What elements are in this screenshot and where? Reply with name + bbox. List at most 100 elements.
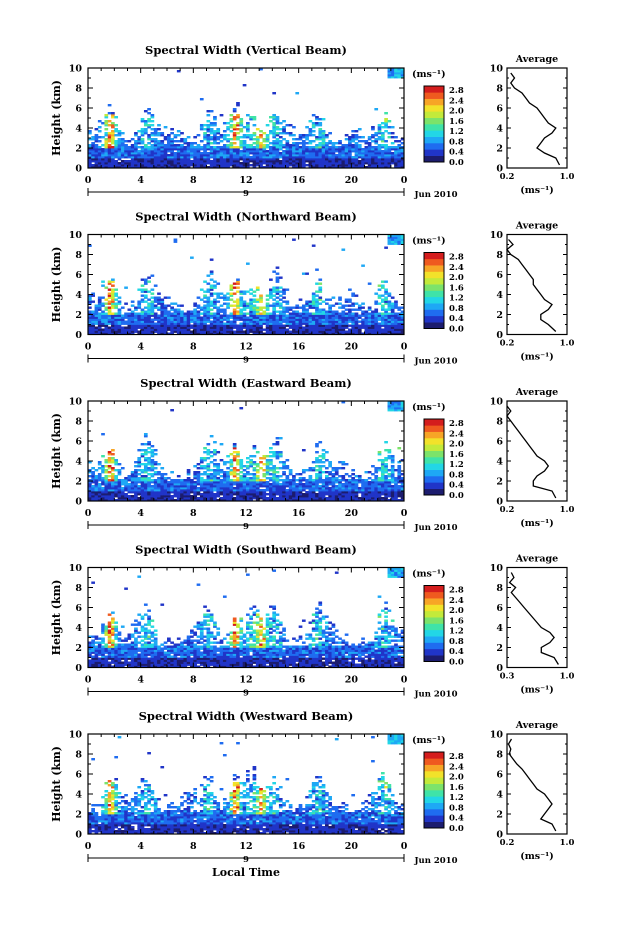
x-tick-label: 12: [239, 841, 252, 852]
profile-title: Average: [515, 221, 558, 232]
y-tick-label: 0: [75, 830, 82, 841]
profile-y-tick-label: 8: [496, 84, 503, 95]
colorbar-tick-label: 2.0: [449, 606, 464, 616]
heatmap-cells: [88, 567, 405, 668]
profile-x-tick-label: 0.2: [500, 838, 515, 848]
colorbar: (ms⁻¹)2.82.42.01.61.20.80.40.0: [412, 236, 464, 335]
heatmap-axes: 0 2 4 6 8 10 0 4 8 12 16 20 0: [69, 730, 408, 853]
colorbar-swatch: [424, 315, 444, 323]
colorbar-swatch: [424, 482, 444, 489]
heatmap-title: Spectral Width (Eastward Beam): [140, 376, 352, 390]
profile-x-axis-label: (ms⁻¹): [520, 185, 554, 196]
y-tick-label: 8: [75, 250, 82, 261]
x-tick-label: 0: [401, 342, 408, 353]
colorbar-frame: [423, 85, 445, 163]
x-tick-label: 0: [85, 508, 92, 519]
colorbar-swatch: [424, 155, 444, 163]
y-tick-label: 10: [69, 230, 83, 241]
panel-3: Spectral Width (Eastward Beam) 0 2 4 6 8 10 0 4 8…: [50, 376, 574, 533]
colorbar-tick-label: 2.8: [449, 752, 464, 762]
colorbar-unit: (ms⁻¹): [412, 69, 446, 80]
heatmap-title: Spectral Width (Vertical Beam): [145, 43, 347, 57]
colorbar-tick-label: 2.8: [449, 586, 464, 596]
profile-y-tick-label: 4: [496, 290, 503, 301]
profile-y-tick-label: 2: [496, 477, 503, 488]
profile-panel: Average 0 2 4 6 8 10 0.3 1.0 (ms⁻¹): [490, 554, 575, 696]
profile-y-tick-label: 8: [496, 417, 503, 428]
colorbar-tick-label: 2.0: [449, 273, 464, 283]
profile-y-tick-label: 4: [496, 457, 503, 468]
colorbar-tick-label: 0.0: [449, 158, 464, 168]
profile-y-tick-label: 4: [496, 623, 503, 634]
x-tick-label: 8: [190, 508, 197, 519]
colorbar-swatch: [424, 111, 444, 118]
colorbar-tick-label: 0.0: [449, 491, 464, 501]
y-tick-label: 8: [75, 84, 82, 95]
colorbar-swatch: [424, 636, 444, 643]
x-tick-label: 0: [401, 841, 408, 852]
x-tick-label: 20: [345, 675, 359, 686]
y-axis-label: Height (km): [50, 580, 63, 656]
x-tick-label: 8: [190, 342, 197, 353]
x-tick-label: 12: [239, 342, 252, 353]
profile-y-tick-label: 8: [496, 750, 503, 761]
colorbar-tick-label: 2.4: [449, 429, 464, 439]
colorbar-tick-label: 0.8: [449, 803, 464, 813]
colorbar-tick-label: 1.2: [449, 127, 464, 137]
colorbar-swatch: [424, 271, 444, 279]
profile-y-tick-label: 10: [490, 563, 504, 574]
heatmap-axes: 0 2 4 6 8 10 0 4 8 12 16 20 0: [69, 563, 408, 686]
date-marker: 9: [243, 356, 249, 366]
colorbar-swatch: [424, 309, 444, 317]
x-tick-label: 16: [292, 841, 306, 852]
colorbar-tick-label: 0.0: [449, 824, 464, 834]
y-tick-label: 0: [75, 497, 82, 508]
x-tick-label: 12: [239, 175, 252, 186]
colorbar-unit: (ms⁻¹): [412, 402, 446, 413]
colorbar-swatch: [424, 648, 444, 656]
profile-y-tick-label: 10: [490, 230, 504, 241]
y-tick-label: 2: [75, 810, 82, 821]
colorbar-tick-label: 0.8: [449, 137, 464, 147]
x-tick-label: 20: [345, 342, 359, 353]
colorbar: (ms⁻¹)2.82.42.01.61.20.80.40.0: [412, 569, 464, 668]
colorbar-swatch: [424, 758, 444, 765]
y-tick-label: 10: [69, 563, 83, 574]
colorbar-tick-label: 0.4: [449, 647, 464, 657]
profile-y-tick-label: 0: [496, 330, 503, 341]
profile-frame: [506, 233, 568, 336]
date-label: Jun 2010: [414, 690, 458, 700]
date-label: Jun 2010: [414, 523, 458, 533]
colorbar-frame: [423, 418, 445, 496]
colorbar-swatch: [424, 290, 444, 298]
profile-line: [506, 239, 557, 332]
x-tick-label: 0: [85, 675, 92, 686]
x-tick-label: 0: [401, 675, 408, 686]
profile-frame: [506, 67, 568, 169]
y-tick-label: 4: [75, 457, 82, 468]
colorbar-tick-label: 2.8: [449, 86, 464, 96]
x-tick-label: 16: [292, 342, 306, 353]
colorbar-swatch: [424, 284, 444, 291]
colorbar-swatch: [424, 143, 444, 150]
y-tick-label: 4: [75, 790, 82, 801]
profile-panel: Average 0 2 4 6 8 10 0.2 1.0 (ms⁻¹): [490, 54, 575, 196]
x-tick-label: 16: [292, 175, 306, 186]
profile-line: [506, 405, 557, 499]
colorbar-frame: [423, 751, 445, 829]
y-tick-label: 4: [75, 124, 82, 135]
profile-y-tick-label: 2: [496, 144, 503, 155]
colorbar-swatch: [424, 809, 444, 816]
profile-y-tick-label: 6: [496, 770, 503, 781]
x-tick-label: 4: [137, 175, 144, 186]
profile-y-tick-label: 6: [496, 270, 503, 281]
colorbar-swatch: [424, 488, 444, 496]
colorbar-tick-label: 2.0: [449, 107, 464, 117]
heatmap-axes: 0 2 4 6 8 10 0 4 8 12 16 20 0: [69, 230, 408, 353]
y-tick-label: 6: [75, 104, 82, 115]
x-tick-label: 4: [137, 508, 144, 519]
colorbar-swatch: [424, 777, 444, 784]
colorbar-swatch: [424, 821, 444, 829]
x-tick-label: 20: [345, 508, 359, 519]
heatmap-cells: [88, 401, 405, 502]
